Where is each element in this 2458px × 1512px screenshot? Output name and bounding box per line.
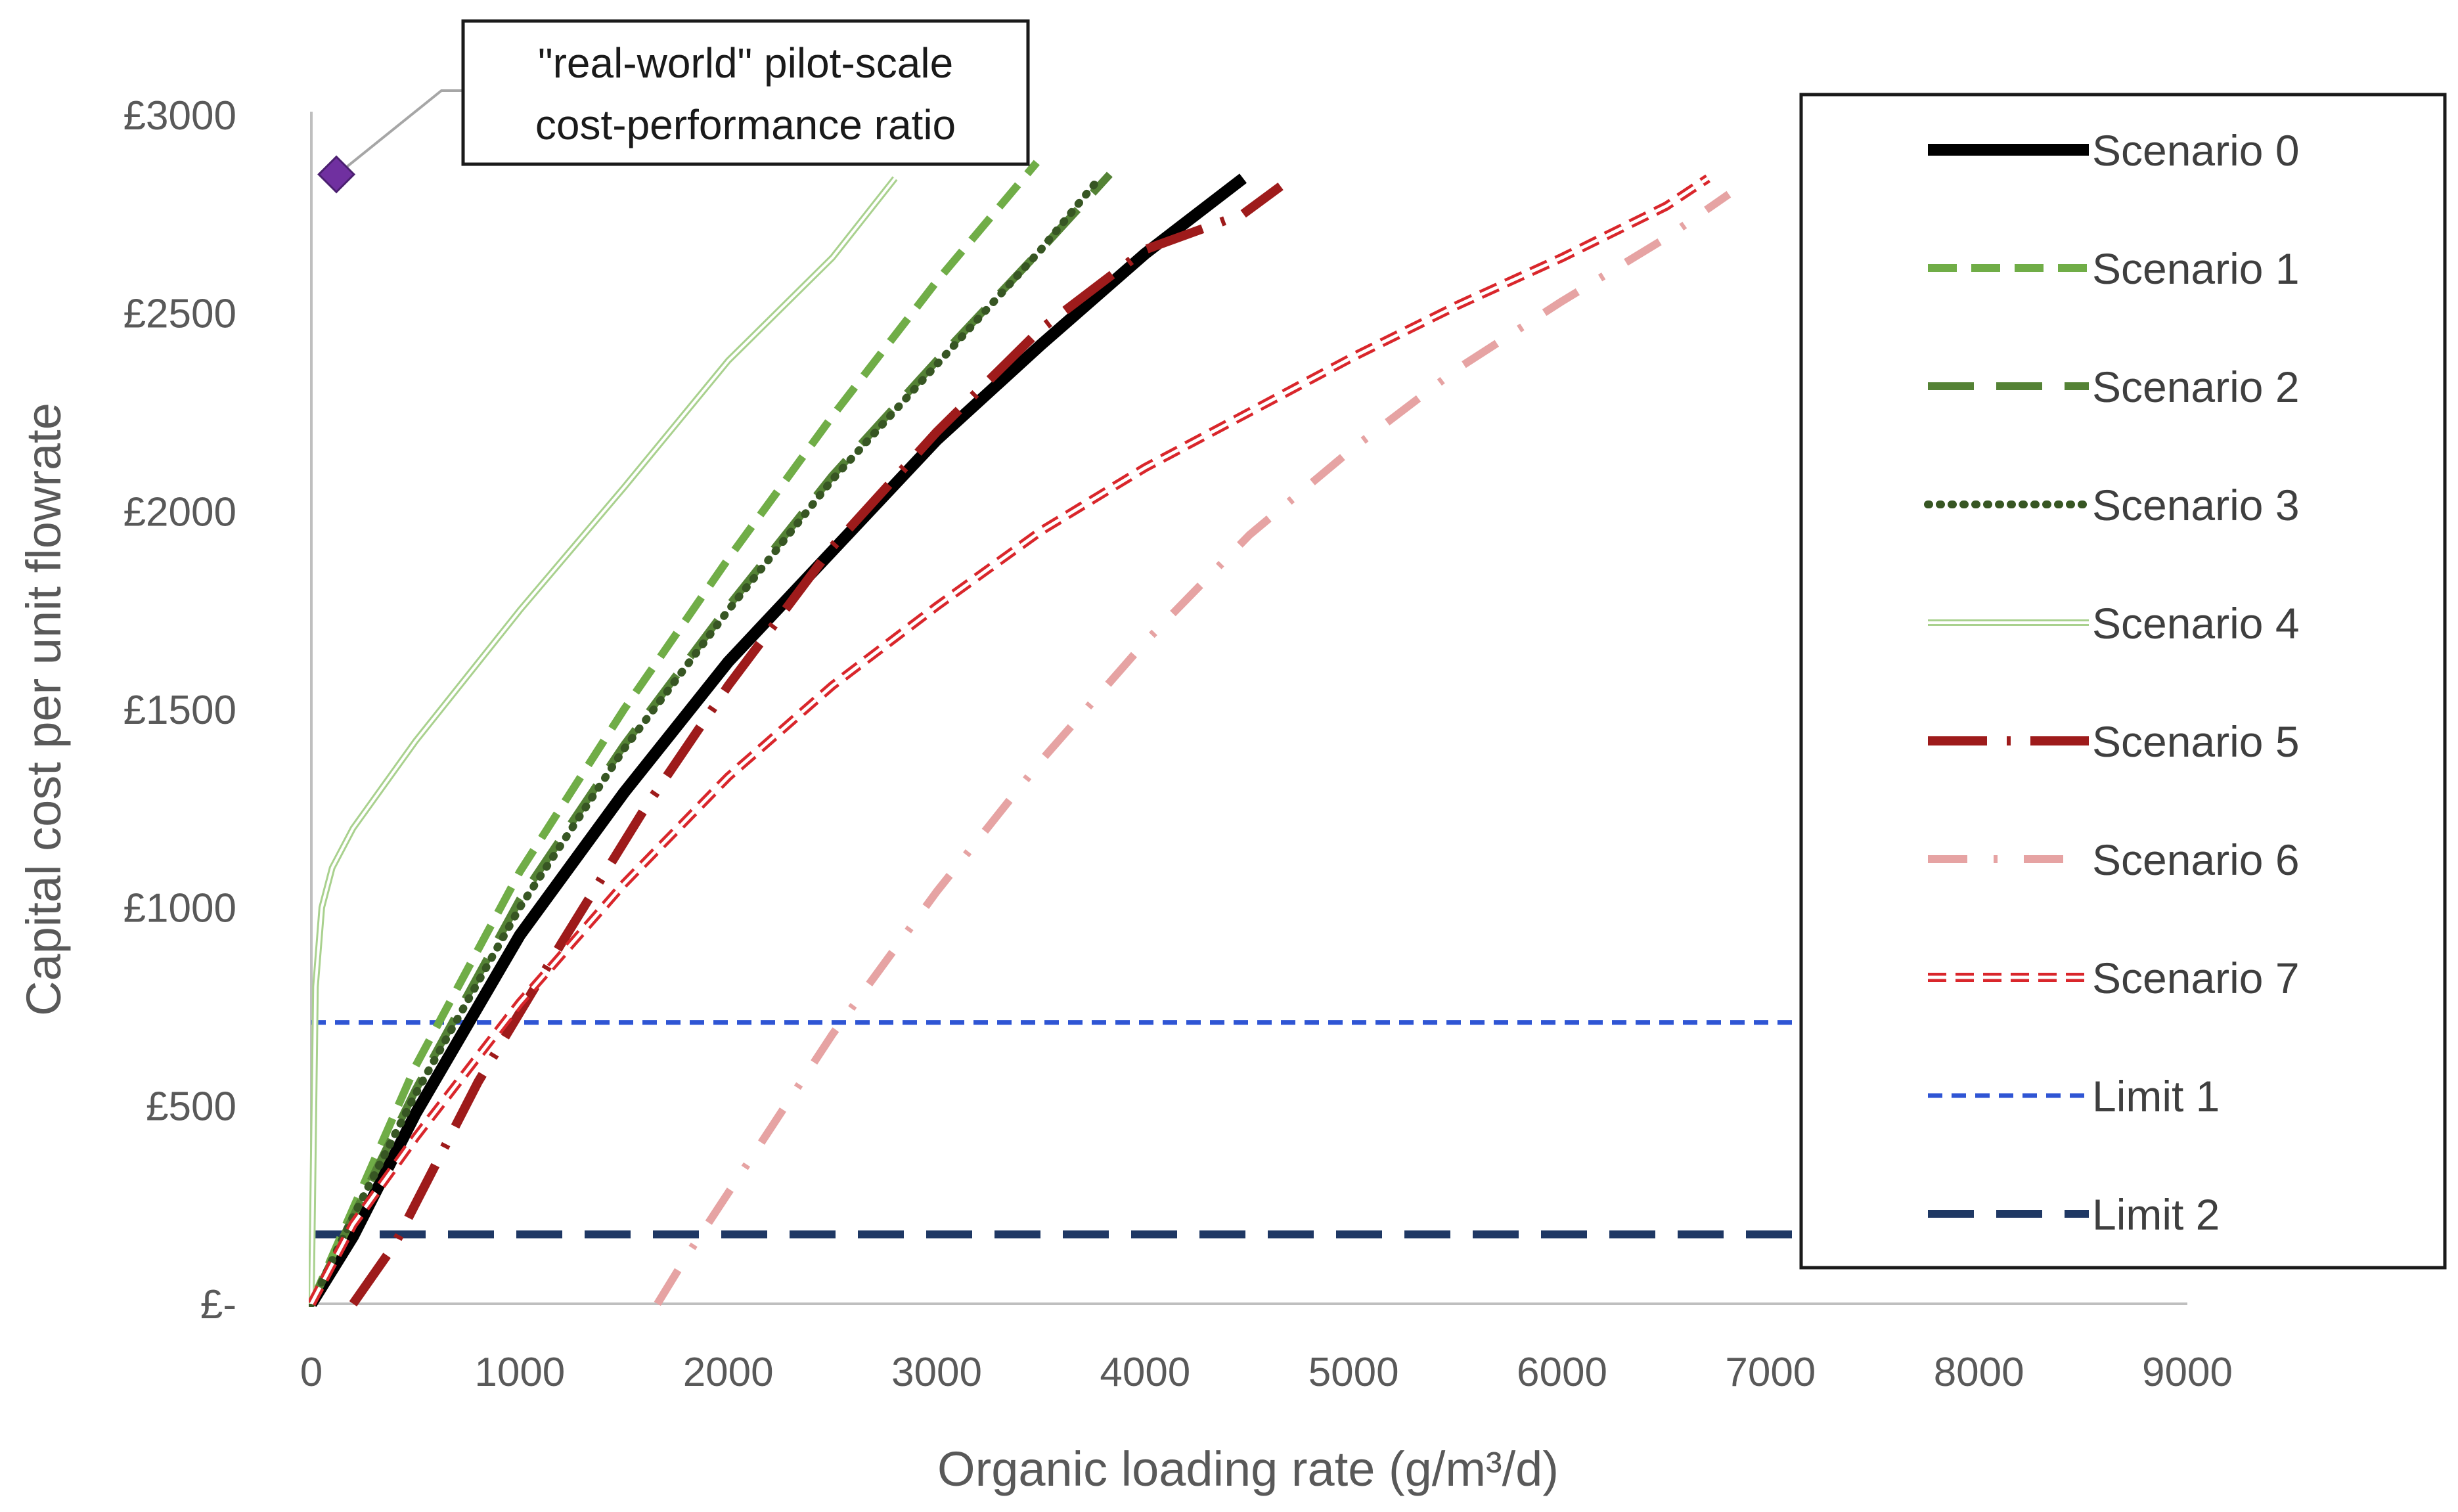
- legend-label: Limit 1: [2092, 1072, 2220, 1121]
- series-line: [309, 174, 1104, 1307]
- legend-item: Limit 2: [1928, 1190, 2220, 1239]
- legend-item: Scenario 3: [1924, 481, 2300, 529]
- series-scenario-0: [309, 173, 1247, 1307]
- series-scenario-2: [309, 171, 1113, 1306]
- x-tick-label: 4000: [1100, 1350, 1190, 1395]
- legend-label: Limit 2: [2092, 1190, 2220, 1239]
- legend-item: Scenario 1: [1928, 244, 2300, 293]
- legend-label: Scenario 5: [2092, 717, 2300, 766]
- y-tick-label: £3000: [123, 93, 236, 139]
- series-scenario-5: [349, 182, 1284, 1307]
- x-tick-label: 1000: [474, 1350, 565, 1395]
- y-tick-label: £1500: [123, 688, 236, 733]
- annotation-line-2: cost-performance ratio: [535, 101, 956, 148]
- x-tick-label: 5000: [1308, 1350, 1399, 1395]
- y-tick-label: £1000: [123, 886, 236, 931]
- series-line: [309, 171, 1113, 1306]
- series-scenario-4: [309, 176, 898, 1304]
- legend-label: Scenario 2: [2092, 363, 2300, 411]
- legend-item: Limit 1: [1928, 1072, 2220, 1121]
- legend-label: Scenario 0: [2092, 126, 2300, 175]
- series-line: [309, 160, 1040, 1306]
- x-tick-label: 6000: [1517, 1350, 1607, 1395]
- legend-label: Scenario 7: [2092, 954, 2300, 1002]
- x-tick-labels: 0 1000 2000 3000 4000 5000 6000 7000 8000 9000: [300, 1350, 2233, 1395]
- legend-label: Scenario 3: [2092, 481, 2300, 529]
- x-tick-label: 0: [300, 1350, 323, 1395]
- legend-item: Scenario 4: [1928, 599, 2300, 648]
- legend-label: Scenario 6: [2092, 835, 2300, 884]
- x-tick-label: 9000: [2142, 1350, 2233, 1395]
- legend-item: Scenario 2: [1928, 363, 2300, 411]
- legend-item: Scenario 6: [1928, 835, 2300, 884]
- series-scenario-6: [654, 190, 1732, 1306]
- annotation-line-1: "real-world" pilot-scale: [538, 39, 953, 87]
- annotation-box: [461, 19, 1030, 166]
- pilot-marker: [317, 155, 356, 194]
- y-tick-labels: £- £500 £1000 £1500 £2000 £2500 £3000: [123, 93, 236, 1327]
- y-tick-label: £500: [146, 1084, 236, 1129]
- pilot-scale-annotation: "real-world" pilot-scale cost-performanc…: [317, 19, 1030, 194]
- x-tick-label: 3000: [891, 1350, 982, 1395]
- legend-label: Scenario 1: [2092, 244, 2300, 293]
- series-scenario-3: [309, 174, 1104, 1307]
- series-line: [309, 173, 1247, 1307]
- series-line: [310, 177, 897, 1304]
- legend: Scenario 0 Scenario 1 Scenario 2 Scenario 3…: [1799, 93, 2447, 1270]
- x-tick-label: 2000: [683, 1350, 774, 1395]
- series-line: [349, 182, 1284, 1307]
- series-scenario-7: [309, 174, 1710, 1306]
- y-axis-title: Capital cost per unit flowrate: [16, 403, 71, 1016]
- series-line: [309, 174, 1710, 1306]
- y-tick-label: £2500: [123, 292, 236, 337]
- legend-label: Scenario 4: [2092, 599, 2300, 648]
- legend-item: Scenario 7: [1928, 954, 2300, 1002]
- legend-item: Scenario 0: [1928, 126, 2300, 175]
- y-tick-label: £-: [200, 1282, 236, 1327]
- legend-box: [1799, 93, 2447, 1270]
- series-layer: [309, 160, 2187, 1307]
- x-axis-title: Organic loading rate (g/m³/d): [937, 1442, 1559, 1496]
- legend-item: Scenario 5: [1928, 717, 2300, 766]
- x-tick-label: 8000: [1934, 1350, 2024, 1395]
- series-line: [654, 190, 1732, 1306]
- annotation-leader-line: [339, 89, 463, 173]
- series-line: [309, 177, 1709, 1305]
- y-tick-label: £2000: [123, 489, 236, 535]
- series-scenario-1: [309, 160, 1040, 1306]
- x-tick-label: 7000: [1725, 1350, 1816, 1395]
